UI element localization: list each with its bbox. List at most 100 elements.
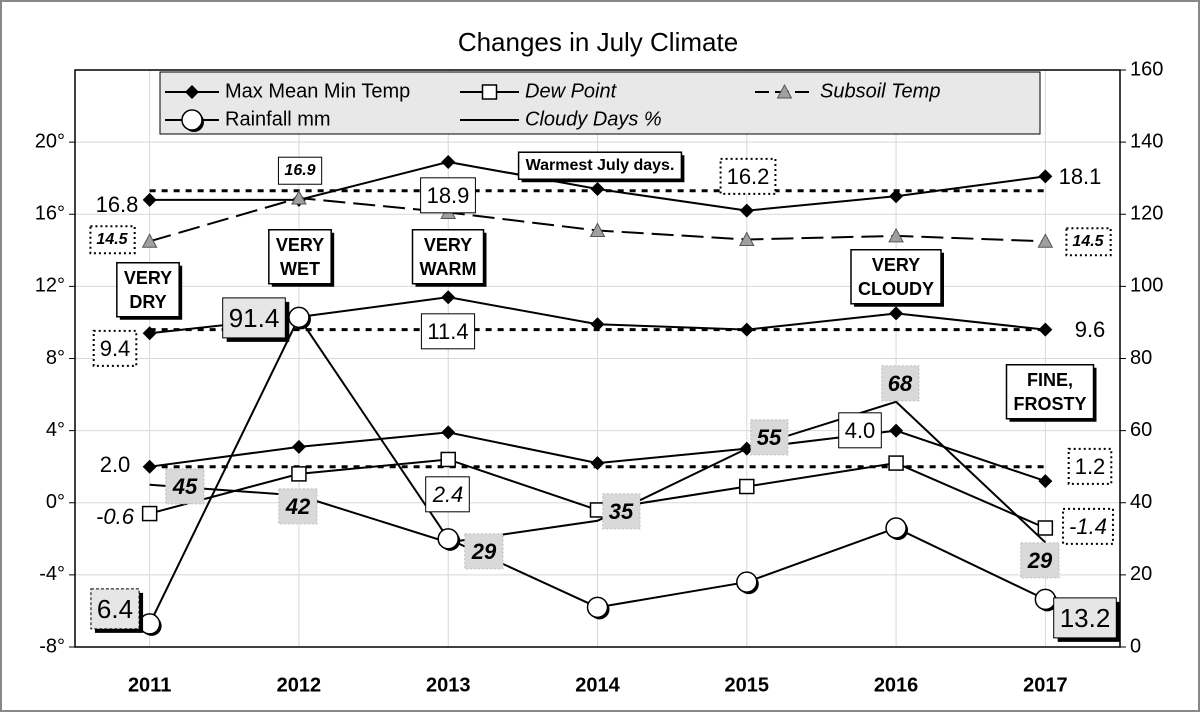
value-label-text: -0.6 bbox=[96, 504, 135, 529]
value-label-text: 42 bbox=[285, 494, 311, 519]
marker-diamond bbox=[142, 326, 157, 341]
marker-circle bbox=[586, 596, 609, 619]
marker-square bbox=[481, 84, 498, 100]
marker-diamond bbox=[590, 456, 605, 471]
label-box bbox=[420, 177, 476, 214]
marker-triangle bbox=[291, 189, 307, 205]
value-label-text: 13.2 bbox=[1060, 603, 1111, 633]
x-tick-label: 2014 bbox=[575, 674, 620, 696]
y2-tick-label: 100 bbox=[1130, 275, 1163, 297]
value-label-text: 55 bbox=[757, 425, 782, 450]
marker-diamond bbox=[441, 425, 456, 440]
value-label: 45 bbox=[165, 468, 205, 505]
y2-tick-label: 160 bbox=[1130, 58, 1163, 80]
value-label-text: 45 bbox=[172, 474, 198, 499]
legend-label: Subsoil Temp bbox=[820, 80, 940, 102]
marker-triangle bbox=[776, 83, 793, 99]
annotation-box bbox=[1005, 364, 1095, 420]
value-label-text: 18.1 bbox=[1059, 164, 1102, 189]
value-label-text: 6.4 bbox=[97, 594, 133, 624]
marker-circle bbox=[181, 109, 203, 131]
annotation-text: WARM bbox=[420, 259, 477, 279]
marker-diamond bbox=[1038, 169, 1053, 184]
value-label: 13.2 bbox=[1053, 597, 1121, 642]
value-label-text: 35 bbox=[609, 499, 634, 524]
value-label-text: 2.0 bbox=[100, 452, 131, 477]
chart-title: Changes in July Climate bbox=[458, 27, 738, 57]
annotation: VERY CLOUDY bbox=[850, 249, 944, 307]
annotation-pointer bbox=[448, 161, 519, 175]
value-label-text: 18.9 bbox=[427, 183, 470, 208]
marker-diamond bbox=[889, 306, 904, 321]
y-tick-label: -8° bbox=[39, 635, 65, 657]
marker-triangle bbox=[1037, 233, 1054, 248]
value-label: 2.0 bbox=[100, 452, 131, 477]
marker-square bbox=[888, 455, 904, 471]
annotation-box bbox=[116, 262, 180, 318]
annotation-text: DRY bbox=[129, 292, 166, 312]
annotation-text: WET bbox=[280, 259, 320, 279]
marker-diamond bbox=[590, 182, 605, 197]
y-tick-label: 20° bbox=[35, 130, 65, 152]
annotation-box bbox=[268, 229, 332, 285]
marker-circle bbox=[437, 528, 459, 550]
label-box bbox=[165, 468, 205, 505]
marker-diamond bbox=[889, 189, 904, 204]
value-label: -0.6 bbox=[96, 504, 135, 529]
value-label: 16.8 bbox=[96, 192, 139, 217]
legend-label: Cloudy Days % bbox=[525, 108, 662, 130]
marker-diamond bbox=[185, 85, 199, 99]
y2-tick-label: 0 bbox=[1130, 635, 1141, 657]
y-tick-label: 0° bbox=[46, 491, 65, 513]
legend-box bbox=[159, 71, 1041, 135]
value-label: 6.4 bbox=[90, 588, 144, 633]
label-box bbox=[719, 157, 777, 195]
annotation-box bbox=[411, 229, 485, 285]
plot-area bbox=[74, 69, 1121, 648]
annotation-box bbox=[850, 249, 942, 305]
marker-diamond bbox=[739, 203, 754, 218]
annotation-box bbox=[517, 151, 683, 180]
value-label-text: 29 bbox=[471, 539, 497, 564]
annotation-text: Warmest July days. bbox=[526, 157, 675, 174]
label-box bbox=[602, 493, 641, 530]
value-labels: 16.8 18.9 16.2 18.1 9.4 11.4 9.6 2.0 4.0 1.2 -0.6 2… bbox=[89, 156, 1121, 642]
value-label-text: 1.2 bbox=[1075, 454, 1106, 479]
y2-tick-label: 120 bbox=[1130, 203, 1163, 225]
value-label-text: 16.2 bbox=[727, 164, 770, 189]
marker-triangle bbox=[888, 227, 904, 243]
value-label-text: 4.0 bbox=[845, 418, 876, 443]
annotation-text: VERY bbox=[424, 235, 472, 255]
marker-square bbox=[291, 466, 307, 482]
annotation: FINE, FROSTY bbox=[1005, 364, 1097, 422]
value-label-text: 16.9 bbox=[284, 162, 315, 179]
value-label: 11.4 bbox=[420, 313, 476, 350]
marker-circle bbox=[1034, 588, 1057, 611]
label-box bbox=[1062, 507, 1114, 545]
label-box bbox=[1053, 597, 1117, 639]
value-label-text: 11.4 bbox=[427, 319, 468, 344]
value-label: 55 bbox=[750, 419, 789, 456]
value-label: 9.6 bbox=[1075, 317, 1106, 342]
annotation: Warmest July days. bbox=[448, 151, 685, 183]
value-label: -1.4 bbox=[1062, 507, 1114, 545]
y2-tick-label: 60 bbox=[1130, 419, 1152, 441]
label-box bbox=[1065, 227, 1112, 257]
legend: Max Mean Min Temp Dew Point Subsoil Temp Ra… bbox=[159, 71, 1041, 135]
marker-circle bbox=[288, 306, 310, 329]
label-box bbox=[90, 588, 140, 630]
value-label-text: 14.5 bbox=[1072, 233, 1104, 250]
label-box bbox=[92, 329, 138, 367]
value-label: 2.4 bbox=[425, 476, 470, 513]
annotation-text: VERY bbox=[124, 268, 172, 288]
y2-tick-label: 140 bbox=[1130, 130, 1163, 152]
annotation: VERY WET bbox=[268, 229, 335, 287]
value-label: 91.4 bbox=[222, 297, 290, 342]
value-label-text: 91.4 bbox=[229, 303, 280, 333]
x-tick-label: 2012 bbox=[277, 674, 322, 696]
legend-label: Max Mean Min Temp bbox=[225, 80, 410, 102]
y-tick-label: 8° bbox=[46, 347, 65, 369]
marker-circle bbox=[736, 571, 758, 593]
value-label-text: -1.4 bbox=[1069, 514, 1107, 539]
